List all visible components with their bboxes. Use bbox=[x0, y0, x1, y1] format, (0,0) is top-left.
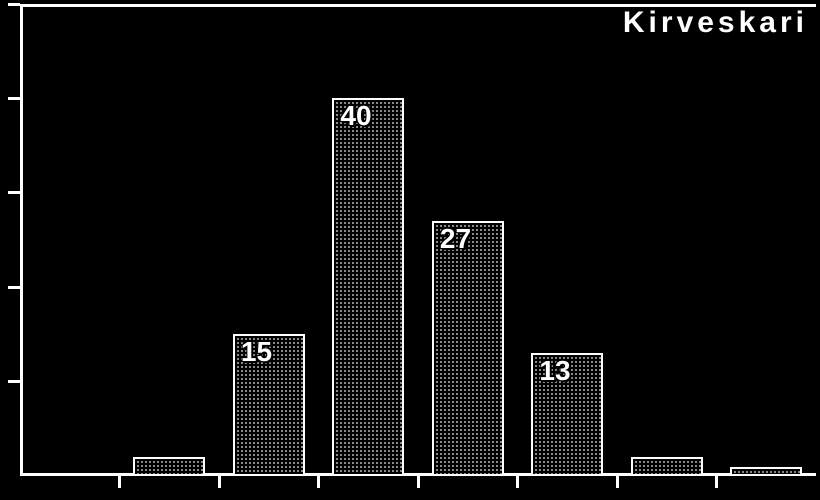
bar-value-label: 13 bbox=[539, 355, 570, 387]
x-tick bbox=[417, 476, 420, 488]
x-tick bbox=[715, 476, 718, 488]
bar-value-label: 40 bbox=[340, 100, 371, 132]
y-tick bbox=[8, 191, 20, 194]
x-tick bbox=[118, 476, 121, 488]
bar-value-label: 27 bbox=[440, 223, 471, 255]
y-tick bbox=[8, 97, 20, 100]
x-tick bbox=[218, 476, 221, 488]
y-tick bbox=[8, 286, 20, 289]
top-axis bbox=[20, 4, 816, 7]
bar bbox=[332, 98, 404, 476]
bar-value-label: 15 bbox=[241, 336, 272, 368]
y-tick bbox=[8, 380, 20, 383]
x-tick bbox=[516, 476, 519, 488]
bar bbox=[133, 457, 205, 476]
bar bbox=[631, 457, 703, 476]
x-tick bbox=[616, 476, 619, 488]
y-axis bbox=[20, 4, 23, 476]
bar bbox=[432, 221, 504, 476]
x-tick bbox=[317, 476, 320, 488]
bar-chart: Kirveskari 15402713 bbox=[0, 0, 820, 500]
bar bbox=[730, 467, 802, 476]
y-tick bbox=[8, 3, 20, 6]
plot-area: 15 40 27 13 bbox=[20, 4, 816, 476]
